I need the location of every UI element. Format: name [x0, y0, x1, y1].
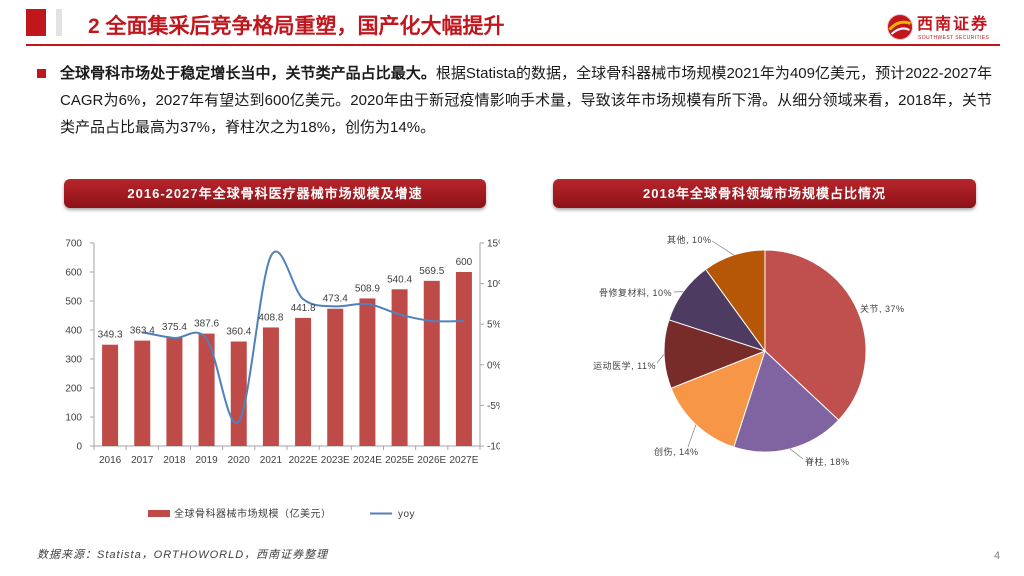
- bar-2016: [102, 344, 119, 446]
- bar-2019: [198, 333, 215, 446]
- y2-tick-label: 5%: [487, 320, 500, 331]
- bar-2017: [134, 340, 151, 446]
- bar-value-label-2016: 349.3: [98, 330, 123, 341]
- pie-label-5: 骨修复材料, 10%: [599, 287, 672, 298]
- logo-wordmark: 西南证券: [917, 14, 990, 33]
- chart-title-segment-share: 2018年全球骨科领域市场规模占比情况: [643, 186, 886, 201]
- axis-ticks: 0 100 200 300 400 500 600 700 -10% -5% 0% 5% 10% 15% 2…: [65, 239, 500, 467]
- chart-legend: 全球骨科器械市场规模（亿美元） yoy: [148, 507, 415, 520]
- yoy-series: [142, 250, 464, 425]
- y2-tick-label: -10%: [487, 442, 500, 453]
- y-tick-label-500: 500: [65, 297, 82, 308]
- bar-value-label-2026E: 569.5: [419, 266, 444, 277]
- pie-slice-3: [670, 350, 766, 448]
- y2-tick-label: -5%: [487, 401, 500, 412]
- pie-labels: 关节, 37% 脊柱, 18% 创伤, 14% 运动医学, 11% 骨修复材料, 10%…: [593, 234, 904, 467]
- pie-slice-4: [663, 319, 767, 389]
- x-tick-label-2019: 2019: [195, 455, 218, 466]
- y-tick-label-200: 200: [65, 384, 82, 395]
- x-tick-label-2022E: 2022E: [289, 455, 318, 466]
- bar-2023E: [327, 308, 344, 446]
- summary-lead: 全球骨科市场处于稳定增长当中，关节类产品占比最大。: [60, 65, 436, 82]
- pie-leader-line-3: [687, 424, 697, 448]
- bar-2025E: [391, 289, 408, 446]
- bars: [102, 272, 472, 446]
- pie-slice-6: [704, 249, 766, 353]
- y-tick-label-400: 400: [65, 326, 82, 337]
- chart-title-banner-segment-share: 2018年全球骨科领域市场规模占比情况: [553, 179, 976, 208]
- legend-label-yoy: yoy: [398, 509, 415, 520]
- x-tick-label-2016: 2016: [99, 455, 122, 466]
- bar-value-label-2020: 360.4: [226, 326, 251, 337]
- bar-2024E: [359, 298, 376, 446]
- x-tick-label-2018: 2018: [163, 455, 186, 466]
- segment-share-pie-chart: 关节, 37% 脊柱, 18% 创伤, 14% 运动医学, 11% 骨修复材料, 10%…: [593, 234, 904, 467]
- y2-tick-label: 10%: [487, 279, 500, 290]
- pie-label-2: 脊柱, 18%: [805, 456, 850, 467]
- x-tick-label-2017: 2017: [131, 455, 154, 466]
- bar-value-label-2019: 387.6: [194, 319, 219, 330]
- logo-tagline: SOUTHWEST SECURITIES: [918, 35, 990, 41]
- pie-slice-1: [764, 249, 867, 421]
- summary-paragraph: 全球骨科市场处于稳定增长当中，关节类产品占比最大。根据Statista的数据，全…: [60, 60, 992, 141]
- bar-value-label-2022E: 441.8: [291, 303, 316, 314]
- summary-body: 根据Statista的数据，全球骨科器械市场规模2021年为409亿美元，预计2…: [60, 65, 992, 136]
- bullet-marker: [37, 69, 46, 78]
- x-tick-label-2021: 2021: [260, 455, 283, 466]
- market-size-chart: 0 100 200 300 400 500 600 700 -10% -5% 0% 5% 10% 15% 2…: [65, 239, 500, 521]
- header-accent-square: [26, 9, 46, 36]
- x-tick-label-2027E: 2027E: [449, 455, 478, 466]
- logo-emblem-icon: [887, 14, 913, 40]
- yoy-line: [142, 250, 464, 425]
- y-tick-label-100: 100: [65, 413, 82, 424]
- y-tick-label-600: 600: [65, 268, 82, 279]
- bar-value-label-2024E: 508.9: [355, 283, 380, 294]
- bar-value-label-2018: 375.4: [162, 322, 187, 333]
- bar-value-label-2021: 408.8: [258, 312, 283, 323]
- header-divider: [56, 9, 62, 36]
- x-tick-label-2025E: 2025E: [385, 455, 414, 466]
- bar-value-label-2017: 363.4: [130, 326, 155, 337]
- bar-2020: [230, 341, 247, 446]
- bar-value-label-2023E: 473.4: [323, 294, 348, 305]
- pie-label-3: 创伤, 14%: [654, 446, 699, 457]
- pie-slices: [663, 249, 867, 453]
- chart-title-market-size: 2016-2027年全球骨科医疗器械市场规模及增速: [127, 186, 423, 201]
- legend-swatch-market-size: [148, 510, 170, 517]
- bar-2022E: [295, 317, 312, 446]
- page-number: 4: [994, 550, 1001, 562]
- bar-value-labels: 349.3 363.4 375.4 387.6 360.4 408.8 441.8 473.4…: [98, 257, 473, 341]
- pie-leader-line-6: [711, 240, 734, 256]
- x-tick-label-2023E: 2023E: [321, 455, 350, 466]
- pie-label-6: 其他, 10%: [667, 234, 712, 245]
- page-title: 2 全面集采后竞争格局重塑，国产化大幅提升: [88, 15, 505, 38]
- pie-leader-line-2: [789, 448, 804, 460]
- y2-tick-label: 15%: [487, 239, 500, 250]
- data-source-note: 数据来源：Statista，ORTHOWORLD，西南证券整理: [37, 549, 329, 561]
- y-tick-label-700: 700: [65, 239, 82, 250]
- bar-2026E: [423, 280, 440, 446]
- pie-leader-line-4: [656, 353, 665, 364]
- header-rule: [26, 44, 1000, 46]
- y2-tick-label: 0%: [487, 360, 500, 371]
- legend-label-market-size: 全球骨科器械市场规模（亿美元）: [174, 507, 332, 520]
- bar-value-label-2025E: 540.4: [387, 274, 412, 285]
- bar-2021: [262, 327, 279, 446]
- chart-title-banner-market-size: 2016-2027年全球骨科医疗器械市场规模及增速: [64, 179, 486, 208]
- y-tick-label-0: 0: [76, 442, 82, 453]
- pie-label-1: 关节, 37%: [860, 303, 905, 314]
- bar-2027E: [455, 272, 472, 446]
- x-tick-label-2020: 2020: [228, 455, 251, 466]
- company-logo: 西南证券 SOUTHWEST SECURITIES: [886, 11, 1002, 43]
- bar-value-label-2027E: 600: [456, 257, 473, 268]
- pie-label-4: 运动医学, 11%: [593, 360, 656, 371]
- bar-2018: [166, 337, 183, 446]
- x-tick-label-2026E: 2026E: [417, 455, 446, 466]
- x-tick-label-2024E: 2024E: [353, 455, 382, 466]
- y-tick-label-300: 300: [65, 355, 82, 366]
